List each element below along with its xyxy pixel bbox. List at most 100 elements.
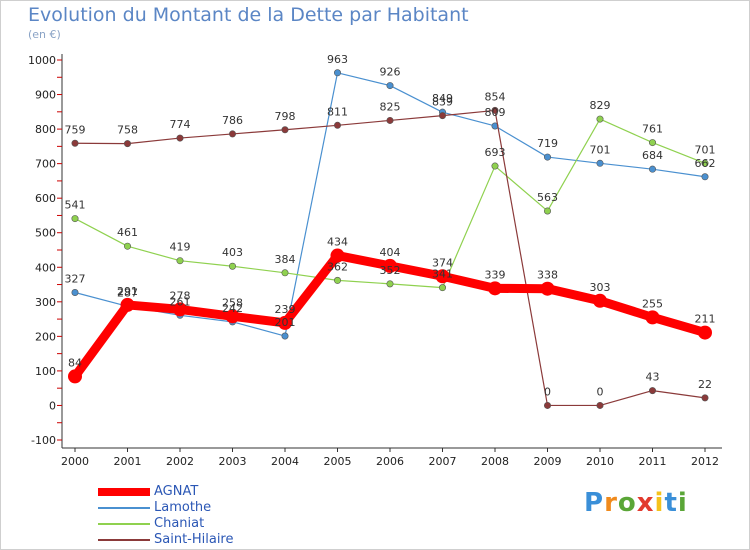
data-point: [281, 332, 289, 340]
data-point: [124, 140, 132, 148]
data-label: 662: [695, 157, 716, 170]
data-point: [278, 315, 292, 330]
data-label: 239: [275, 303, 296, 316]
data-label: 278: [170, 289, 191, 302]
data-label: 327: [65, 272, 86, 285]
y-tick-label: 800: [35, 123, 56, 136]
data-point: [648, 387, 656, 395]
data-point: [68, 369, 82, 384]
data-point: [281, 269, 289, 277]
logo-letter: i: [654, 488, 665, 518]
y-tick-label: 300: [35, 296, 56, 309]
y-tick-label: 400: [35, 261, 56, 274]
data-label: 84: [68, 356, 82, 369]
x-tick-label: 2001: [114, 455, 142, 468]
data-label: 419: [170, 241, 191, 254]
data-label: 811: [327, 105, 348, 118]
data-label: 0: [597, 385, 604, 398]
data-point: [438, 284, 446, 292]
y-tick-label: 200: [35, 330, 56, 343]
data-point: [120, 297, 135, 312]
data-label: 701: [590, 143, 611, 156]
data-point: [596, 401, 604, 409]
data-label: 211: [695, 313, 716, 326]
data-point: [386, 280, 394, 288]
data-point: [386, 82, 394, 90]
legend-swatch: [98, 488, 150, 496]
data-label: 829: [590, 99, 611, 112]
data-point: [648, 165, 656, 173]
legend-swatch: [98, 507, 150, 509]
data-label: 854: [485, 90, 506, 103]
series-lines: [68, 69, 712, 409]
data-label: 701: [695, 143, 716, 156]
y-tick-label: 900: [35, 89, 56, 102]
unit-label: (en €): [28, 28, 61, 41]
data-label: 341: [432, 268, 453, 281]
data-label: 287: [117, 286, 138, 299]
data-point: [333, 276, 341, 284]
data-point: [173, 302, 187, 317]
data-point: [383, 258, 397, 273]
data-label: 839: [432, 96, 453, 109]
tick-labels: -100010020030040050060070080090010002000…: [28, 54, 719, 468]
x-tick-label: 2012: [691, 455, 719, 468]
logo-letter: r: [604, 488, 618, 518]
data-point: [176, 257, 184, 265]
data-point: [645, 310, 660, 325]
data-label: 774: [170, 118, 191, 131]
data-label: 786: [222, 114, 243, 127]
data-point: [71, 215, 79, 223]
data-label: 759: [65, 123, 86, 136]
data-point: [333, 69, 341, 77]
data-point: [596, 159, 604, 167]
data-label: 825: [380, 100, 401, 113]
data-labels: 84 291 278 258 239 434 404 374 339 338 303 255 211 32…: [65, 53, 716, 399]
chart-title: Evolution du Montant de la Dette par Hab…: [28, 4, 469, 26]
data-point: [124, 242, 132, 250]
x-tick-label: 2000: [61, 455, 89, 468]
data-label: 563: [537, 191, 558, 204]
data-point: [176, 134, 184, 142]
data-point: [281, 126, 289, 134]
logo-letter: o: [617, 488, 637, 518]
legend-label: Saint-Hilaire: [154, 532, 234, 547]
data-point: [225, 309, 240, 324]
data-point: [435, 269, 450, 284]
data-point: [438, 112, 446, 120]
x-tick-label: 2011: [639, 455, 667, 468]
data-label: 693: [485, 146, 506, 159]
y-tick-label: 600: [35, 192, 56, 205]
data-label: 362: [327, 260, 348, 273]
x-tick-label: 2003: [219, 455, 247, 468]
legend-swatch: [98, 523, 150, 525]
data-point: [333, 121, 341, 129]
legend-swatch: [98, 539, 150, 541]
y-tick-label: 1000: [28, 54, 56, 67]
data-point: [543, 153, 551, 161]
data-point: [71, 139, 79, 147]
data-label: 303: [590, 281, 611, 294]
data-label: 849: [432, 92, 453, 105]
x-tick-label: 2010: [586, 455, 614, 468]
data-point: [701, 394, 709, 402]
axes: [57, 54, 722, 452]
data-label: 374: [432, 256, 453, 269]
data-label: 339: [485, 268, 506, 281]
data-point: [596, 115, 604, 123]
data-label: 403: [222, 246, 243, 259]
data-label: 541: [65, 199, 86, 212]
y-tick-label: 700: [35, 158, 56, 171]
data-point: [330, 248, 345, 263]
logo-letter: x: [636, 488, 655, 518]
logo-letter: P: [584, 488, 605, 518]
data-point: [488, 281, 502, 296]
data-point: [71, 288, 79, 296]
data-point: [543, 207, 551, 215]
data-label: 758: [117, 124, 138, 137]
data-label: 384: [275, 253, 296, 266]
data-label: 0: [544, 385, 551, 398]
data-label: 261: [170, 295, 191, 308]
